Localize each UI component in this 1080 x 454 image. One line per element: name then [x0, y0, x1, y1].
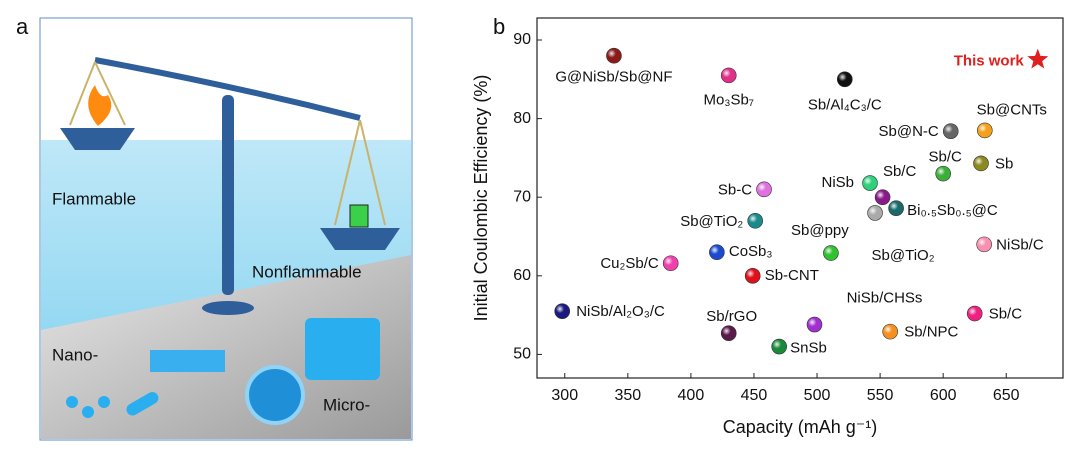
point-shine: [888, 200, 904, 216]
base: [202, 301, 254, 315]
point-label: This work: [954, 53, 1025, 70]
point-label: NiSb/Al₂O₃/C: [576, 303, 665, 320]
chain: [94, 61, 126, 126]
x-axis-title: Capacity (mAh g⁻¹): [723, 417, 878, 437]
point-shine: [837, 71, 853, 87]
point-label: NiSb/C: [996, 236, 1044, 253]
x-tick-label: 350: [614, 387, 641, 404]
point-shine: [976, 236, 992, 252]
pillar: [222, 95, 234, 295]
point-label: Sb/C: [883, 163, 917, 180]
label: Nonflammable: [252, 262, 362, 281]
point-shine: [721, 67, 737, 83]
panel-b: b 300 350 400 450 500 550 600 650 50 60 70 80 90 Capa…: [471, 14, 1064, 437]
point-shine: [943, 123, 959, 139]
point-label: Sb@TiO₂: [872, 247, 935, 264]
chain: [334, 119, 361, 226]
x-tick-label: 600: [930, 387, 957, 404]
point-label: Cu₂Sb/C: [600, 255, 659, 272]
point-label: Sb/NPC: [904, 324, 958, 341]
point-shine: [862, 175, 878, 191]
point-label: NiSb: [821, 174, 854, 191]
point-label: SnSb: [790, 340, 827, 357]
point-shine: [756, 181, 772, 197]
point-shine: [875, 189, 891, 205]
point-shine: [747, 213, 763, 229]
x-tick-label: 650: [993, 387, 1020, 404]
point-label: Sb/rGO: [706, 308, 757, 325]
point-label: NiSb/CHSs: [847, 290, 923, 307]
point-label: Mo₃Sb₇: [704, 91, 754, 108]
plot-frame: [536, 17, 1064, 379]
y-axis-title: Initial Coulombic Efficiency (%): [471, 75, 491, 322]
point-shine: [967, 306, 983, 322]
y-tick-label: 70: [513, 188, 531, 205]
point-shine: [745, 268, 761, 284]
chain: [69, 61, 96, 126]
flame: [88, 85, 112, 126]
label: Micro-: [323, 395, 370, 414]
x-tick-label: 400: [678, 387, 705, 404]
nanoparticle: [98, 396, 110, 408]
sphere: [245, 365, 305, 425]
point-shine: [867, 205, 883, 221]
pan: [320, 228, 400, 250]
beam: [94, 57, 361, 121]
x-tick-label: 300: [551, 387, 578, 404]
pan: [60, 128, 135, 150]
label: Flammable: [52, 189, 136, 208]
nanorod: [126, 392, 159, 416]
slope: [41, 255, 411, 439]
point-shine: [721, 325, 737, 341]
panel-a: a Flammable Nonflammable Nano- Micro-: [16, 14, 413, 441]
point-label: CoSb₃: [729, 243, 773, 260]
point-shine: [823, 245, 839, 261]
point-label: Sb/Al₄C₃/C: [808, 96, 882, 113]
nanoparticle: [66, 396, 78, 408]
point-shine: [973, 155, 989, 171]
point-shine: [709, 244, 725, 260]
point-shine: [554, 303, 570, 319]
y-tick-label: 80: [513, 110, 531, 127]
micro-block: [305, 318, 380, 380]
point-label: Sb@N-C: [879, 123, 939, 140]
point-label: Sb-CNT: [765, 267, 819, 284]
point-shine: [663, 255, 679, 271]
point-label: Sb/C: [989, 306, 1023, 323]
point-shine: [807, 317, 823, 333]
nanoparticle: [82, 406, 94, 418]
point-shine: [606, 48, 622, 64]
x-tick-label: 500: [804, 387, 831, 404]
nano-sheet: [150, 350, 225, 372]
y-tick-label: 90: [513, 31, 531, 48]
x-tick-label: 550: [867, 387, 894, 404]
battery: [349, 204, 369, 228]
panel-letter: a: [16, 14, 29, 39]
y-tick-label: 50: [513, 346, 531, 363]
point-label: Sb@CNTs: [977, 101, 1047, 118]
point-label: Sb@ppy: [791, 222, 849, 239]
chain: [359, 119, 386, 226]
point-label: Bi₀.₅Sb₀.₅@C: [907, 202, 998, 219]
panel-letter: b: [493, 14, 505, 39]
point-label: Sb-C: [718, 181, 752, 198]
point-shine: [882, 324, 898, 340]
point-label: G@NiSb/Sb@NF: [555, 69, 672, 86]
point-shine: [771, 339, 787, 355]
star-marker: [1027, 48, 1049, 69]
x-tick-label: 450: [741, 387, 768, 404]
point-label: Sb/C: [928, 149, 962, 166]
label: Nano-: [52, 345, 98, 364]
point-shine: [977, 122, 993, 138]
point-label: Sb@TiO₂: [680, 213, 743, 230]
y-tick-label: 60: [513, 267, 531, 284]
point-label: Sb: [995, 155, 1013, 172]
point-shine: [935, 166, 951, 182]
